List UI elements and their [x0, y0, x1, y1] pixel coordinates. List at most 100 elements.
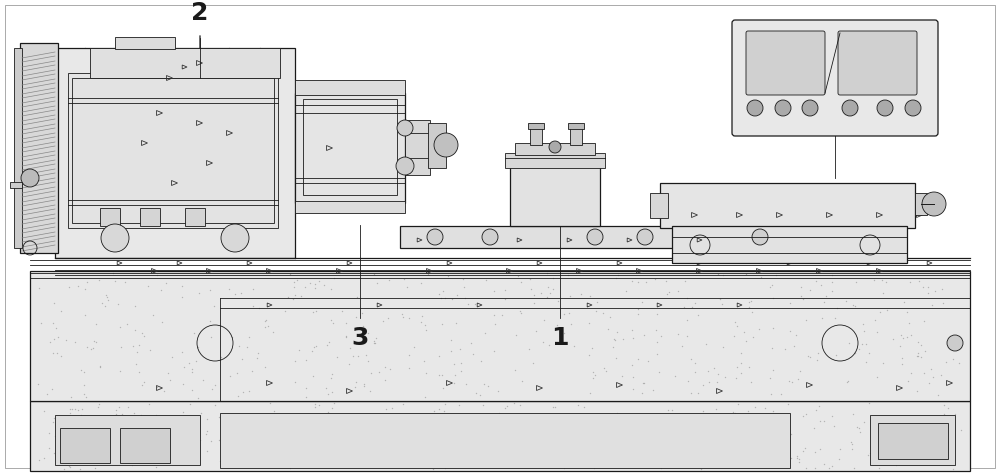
Point [162, 376, 178, 383]
Point [80, 436, 96, 444]
Point [497, 286, 513, 293]
Point [786, 43, 802, 51]
Point [469, 446, 485, 453]
Point [175, 204, 191, 212]
Point [860, 451, 876, 459]
Point [125, 123, 141, 131]
Bar [30, 271, 970, 401]
Point [796, 55, 812, 62]
Point [148, 460, 164, 468]
Point [83, 444, 99, 451]
Point [488, 237, 504, 245]
Point [934, 447, 950, 455]
Point [568, 225, 584, 232]
Point [738, 211, 754, 219]
Point [700, 213, 716, 221]
Point [848, 184, 864, 192]
Point [811, 103, 827, 111]
Point [743, 234, 759, 241]
Point [463, 229, 479, 237]
Point [855, 200, 871, 208]
Point [476, 380, 492, 387]
Point [701, 211, 717, 219]
Point [808, 278, 824, 285]
Point [296, 432, 312, 439]
Point [834, 208, 850, 215]
Point [801, 226, 817, 234]
Point [555, 204, 571, 211]
Point [257, 94, 273, 102]
Point [757, 234, 773, 242]
Point [920, 93, 936, 100]
Point [115, 450, 131, 458]
Point [755, 219, 771, 227]
Point [310, 441, 326, 449]
Point [736, 113, 752, 120]
Point [46, 335, 62, 342]
Point [316, 98, 332, 106]
Point [686, 421, 702, 429]
Point [341, 360, 357, 368]
Point [549, 231, 565, 239]
Point [59, 445, 75, 453]
Point [252, 44, 268, 52]
Point [261, 447, 277, 455]
Point [442, 236, 458, 244]
Point [60, 201, 76, 208]
Point [684, 228, 700, 235]
Point [815, 195, 831, 203]
Point [799, 189, 815, 197]
Point [530, 169, 546, 176]
Point [115, 235, 131, 243]
Point [794, 101, 810, 108]
Point [893, 413, 909, 420]
Point [774, 449, 790, 456]
Bar [570, 127, 582, 145]
Point [135, 89, 151, 96]
Point [453, 367, 469, 375]
Point [846, 464, 862, 472]
Point [51, 420, 67, 427]
Point [31, 284, 47, 291]
Point [384, 422, 400, 430]
Point [269, 166, 285, 173]
Point [418, 239, 434, 247]
Point [131, 219, 147, 227]
Point [585, 374, 601, 382]
Point [139, 235, 155, 243]
Point [145, 311, 161, 319]
Point [712, 452, 728, 460]
Point [560, 271, 576, 279]
Point [878, 35, 894, 42]
Point [445, 418, 461, 426]
Point [788, 331, 804, 339]
Point [319, 342, 335, 349]
Point [923, 365, 939, 373]
Point [565, 463, 581, 471]
Point [527, 190, 543, 198]
Point [418, 327, 434, 334]
Point [882, 201, 898, 209]
Point [401, 351, 417, 359]
Point [577, 177, 593, 184]
Point [196, 224, 212, 232]
Point [322, 423, 338, 431]
Point [916, 369, 932, 377]
Point [241, 387, 257, 395]
Point [741, 364, 757, 371]
Point [165, 248, 181, 256]
Point [674, 184, 690, 192]
Point [849, 100, 865, 107]
Point [566, 182, 582, 189]
Point [453, 443, 469, 451]
Point [382, 365, 398, 372]
Point [885, 335, 901, 343]
Point [148, 411, 164, 419]
Point [217, 58, 233, 66]
Point [435, 288, 451, 295]
Point [840, 102, 856, 110]
Point [46, 299, 62, 307]
Point [233, 103, 249, 111]
Point [154, 318, 170, 326]
Point [672, 459, 688, 467]
